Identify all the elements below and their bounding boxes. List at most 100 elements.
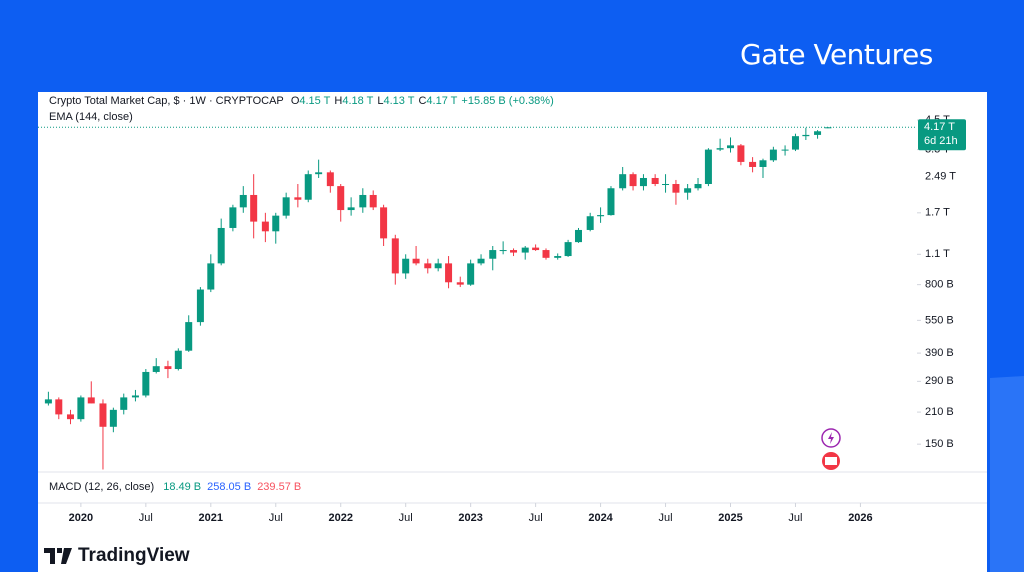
x-tick-label: 2024 bbox=[588, 512, 613, 524]
candle-body bbox=[337, 186, 345, 211]
candle-body bbox=[781, 149, 789, 151]
y-tick-label: 800 B bbox=[925, 279, 954, 291]
candle-body bbox=[380, 207, 388, 239]
candle-body bbox=[814, 131, 822, 135]
macd-value: 18.49 B bbox=[163, 481, 202, 493]
y-tick-label: 210 B bbox=[925, 406, 954, 418]
macd-label: MACD (12, 26, close) bbox=[49, 481, 155, 493]
candle-body bbox=[66, 414, 74, 420]
x-tick-label: Jul bbox=[269, 512, 283, 524]
indicator-label: EMA (144, close) bbox=[49, 111, 133, 123]
brand: Gate Ventures bbox=[740, 38, 933, 71]
candle-body bbox=[87, 397, 95, 404]
x-tick-label: 2023 bbox=[458, 512, 482, 524]
candle-body bbox=[554, 256, 562, 258]
candle-body bbox=[586, 216, 594, 230]
candle-body bbox=[597, 215, 605, 217]
candle-body bbox=[185, 322, 193, 351]
ohlc-item: O4.15 T bbox=[291, 95, 331, 107]
candle-body bbox=[55, 399, 63, 415]
candle-body bbox=[607, 188, 615, 216]
ohlc-item: C4.17 T bbox=[418, 95, 457, 107]
macd-value: 239.57 B bbox=[257, 481, 302, 493]
candle-body bbox=[412, 258, 420, 264]
candle-body bbox=[239, 194, 247, 208]
candle-body bbox=[759, 160, 767, 167]
candle-body bbox=[489, 250, 497, 259]
candle-body bbox=[684, 188, 692, 193]
legend-title: Crypto Total Market Cap, $ · 1W · CRYPTO… bbox=[49, 95, 284, 107]
chart-panel bbox=[38, 92, 987, 572]
ohlc-item: L4.13 T bbox=[377, 95, 414, 107]
y-tick-label: 1.7 T bbox=[925, 207, 950, 219]
candle-body bbox=[152, 366, 160, 372]
macd-value: 258.05 B bbox=[207, 481, 252, 493]
legend-row: Crypto Total Market Cap, $ · 1W · CRYPTO… bbox=[49, 93, 558, 109]
macd-legend: MACD (12, 26, close) 18.49 B 258.05 B 239.… bbox=[49, 481, 307, 493]
icon-flag-inner bbox=[825, 457, 837, 465]
candle-body bbox=[662, 184, 670, 186]
x-tick-label: 2022 bbox=[328, 512, 352, 524]
candle-body bbox=[391, 238, 399, 274]
candle-body bbox=[326, 172, 334, 187]
candle-body bbox=[304, 174, 312, 200]
x-tick-label: 2020 bbox=[69, 512, 93, 524]
marker-label: 2.49 T bbox=[925, 170, 956, 182]
candle-body bbox=[282, 197, 290, 216]
candle-body bbox=[629, 174, 637, 187]
legend: Crypto Total Market Cap, $ · 1W · CRYPTO… bbox=[49, 93, 558, 125]
candle-body bbox=[477, 258, 485, 264]
candle-body bbox=[44, 399, 52, 404]
ohlc-key: O bbox=[290, 95, 300, 107]
candle-body bbox=[261, 221, 269, 232]
candle-body bbox=[532, 247, 540, 251]
x-tick-label: Jul bbox=[788, 512, 802, 524]
watermark: TradingView bbox=[44, 545, 190, 567]
candle-body bbox=[77, 397, 85, 420]
candle-body bbox=[434, 263, 442, 269]
candle-body bbox=[564, 242, 572, 257]
candle-body bbox=[737, 145, 745, 162]
candle-body bbox=[315, 172, 323, 175]
x-tick-label: Jul bbox=[659, 512, 673, 524]
candle-body bbox=[131, 395, 139, 398]
ohlc-value: 4.13 T bbox=[383, 95, 415, 107]
candle-body bbox=[716, 148, 724, 150]
candle-body bbox=[272, 215, 280, 232]
candle-body bbox=[769, 149, 777, 161]
candle-body bbox=[499, 250, 507, 252]
x-tick-label: 2025 bbox=[718, 512, 742, 524]
candle-body bbox=[574, 229, 582, 243]
candle-body bbox=[164, 366, 172, 370]
marker-box bbox=[918, 169, 960, 184]
candles bbox=[44, 127, 832, 470]
bg-shape bbox=[990, 376, 1024, 572]
candle-body bbox=[749, 161, 757, 167]
y-tick-label: 1.1 T bbox=[925, 248, 950, 260]
ohlc-key: H bbox=[334, 95, 343, 107]
ohlc-key: C bbox=[418, 95, 427, 107]
candle-body bbox=[521, 247, 529, 253]
ohlc-key: L bbox=[377, 95, 384, 107]
candle-body bbox=[250, 194, 258, 222]
candle-body bbox=[217, 227, 225, 264]
candle-body bbox=[142, 371, 150, 396]
candle-body bbox=[109, 409, 117, 427]
y-tick-label: 550 B bbox=[925, 314, 954, 326]
candle-body bbox=[467, 263, 475, 285]
candle-body bbox=[445, 263, 453, 283]
candle-body bbox=[802, 134, 810, 137]
last-price-tag bbox=[918, 119, 966, 151]
y-tick-label: 150 B bbox=[925, 438, 954, 450]
candle-body bbox=[402, 258, 410, 274]
x-tick-label: Jul bbox=[139, 512, 153, 524]
candle-body bbox=[359, 194, 367, 208]
candle-body bbox=[174, 350, 182, 370]
candle-body bbox=[510, 250, 518, 253]
watermark-logo bbox=[44, 548, 72, 564]
countdown: 6d 21h bbox=[924, 135, 958, 147]
x-tick-label: Jul bbox=[529, 512, 543, 524]
ohlc-item: H4.18 T bbox=[334, 95, 373, 107]
candle-body bbox=[619, 174, 627, 189]
